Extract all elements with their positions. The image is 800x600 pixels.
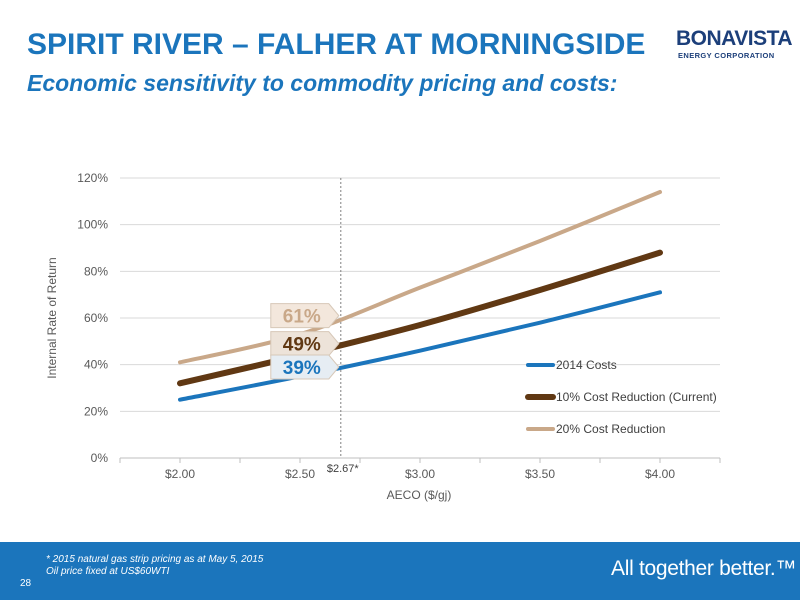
reference-line-group: $2.67*	[327, 178, 360, 475]
series-line-1	[177, 249, 663, 387]
chart-legend: 2014 Costs 10% Cost Reduction (Current) 20…	[525, 358, 717, 436]
y-tick-label: 20%	[84, 404, 108, 418]
y-axis-label: Internal Rate of Return	[45, 257, 59, 378]
x-tick-label: $2.50	[285, 467, 315, 481]
legend-label: 10% Cost Reduction (Current)	[556, 390, 717, 404]
footnote: * 2015 natural gas strip pricing as at M…	[46, 554, 263, 578]
x-tick-label: $3.00	[405, 467, 435, 481]
x-axis-ticks: $2.00 $2.50 $3.00 $3.50 $4.00	[119, 458, 721, 481]
y-tick-label: 40%	[84, 358, 108, 372]
irr-sensitivity-chart: 0% 20% 40% 60% 80% 100% 120% $2.00 $2.50 $3.00 $3…	[45, 171, 721, 502]
y-tick-label: 80%	[84, 264, 108, 278]
annotation-label: 61%	[283, 307, 321, 328]
y-tick-label: 0%	[91, 451, 109, 465]
annotation-callout	[270, 303, 340, 329]
y-tick-label: 60%	[84, 311, 108, 325]
page-number: 28	[20, 578, 32, 589]
chart-series	[177, 190, 663, 402]
page-subtitle: Economic sensitivity to commodity pricin…	[27, 70, 618, 96]
legend-label: 20% Cost Reduction	[556, 422, 665, 436]
legend-label: 2014 Costs	[556, 358, 617, 372]
footer-bar	[0, 542, 800, 600]
x-tick-label: $3.50	[525, 467, 555, 481]
page-title: SPIRIT RIVER – FALHER AT MORNINGSIDE	[27, 28, 646, 61]
y-axis-ticks: 0% 20% 40% 60% 80% 100% 120%	[77, 171, 108, 465]
company-logo: BONAVISTA ENERGY CORPORATION	[676, 27, 793, 68]
annotation-label: 39%	[283, 358, 321, 379]
annotation-callout	[270, 331, 340, 357]
logo-main-text: BONAVISTA	[676, 27, 793, 50]
footnote-line-2: Oil price fixed at US$60WTI	[46, 566, 170, 577]
reference-line-label: $2.67*	[327, 463, 360, 475]
series-line-2	[178, 190, 662, 365]
x-axis-label: AECO ($/gj)	[387, 488, 452, 502]
logo-sub-text: ENERGY CORPORATION	[678, 51, 775, 60]
chart-annotations: 61% 49%39%	[270, 303, 340, 380]
annotation-callout	[270, 354, 340, 380]
chart-gridlines	[120, 177, 720, 459]
y-tick-label: 120%	[77, 171, 108, 185]
annotation-label: 49%	[283, 335, 321, 356]
x-tick-label: $4.00	[645, 467, 675, 481]
tagline: All together better.™	[611, 557, 797, 580]
series-line-0	[178, 290, 662, 402]
x-tick-label: $2.00	[165, 467, 195, 481]
footnote-line-1: * 2015 natural gas strip pricing as at M…	[46, 554, 264, 565]
y-tick-label: 100%	[77, 218, 108, 232]
